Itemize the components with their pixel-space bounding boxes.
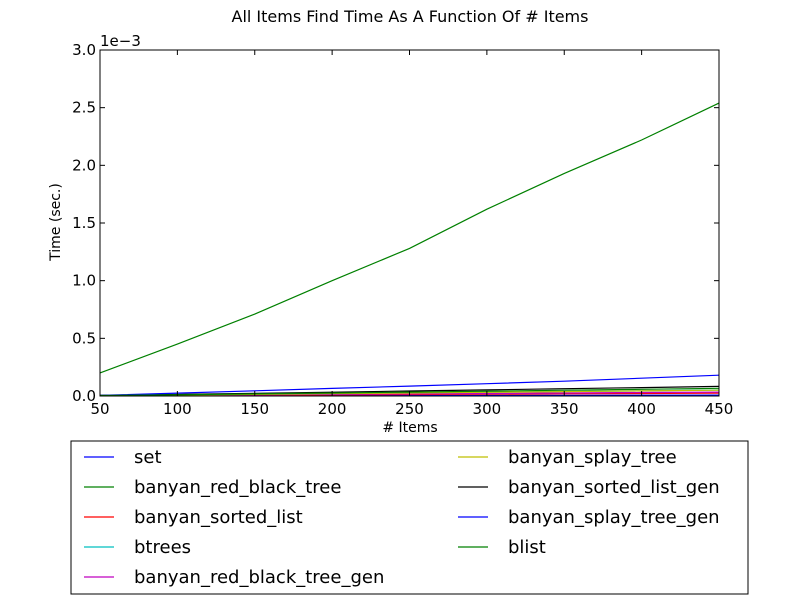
legend-frame bbox=[70, 440, 749, 595]
legend: set banyan_red_black_tree banyan_sorted_li… bbox=[70, 440, 749, 595]
x-tick-label: 150 bbox=[240, 400, 269, 418]
x-tick-label: 300 bbox=[473, 400, 502, 418]
x-tick-label: 400 bbox=[627, 400, 656, 418]
y-tick-label: 2.0 bbox=[72, 156, 96, 174]
x-axis-label: # Items bbox=[382, 420, 437, 436]
y-tick-label: 1.5 bbox=[72, 214, 96, 232]
legend-label: banyan_sorted_list bbox=[134, 507, 303, 528]
x-tick-label: 250 bbox=[395, 400, 424, 418]
legend-label: banyan_splay_tree_gen bbox=[508, 507, 720, 528]
legend-label: blist bbox=[508, 537, 546, 558]
y-tick-label: 2.5 bbox=[72, 99, 96, 117]
legend-label: banyan_splay_tree bbox=[508, 447, 677, 468]
x-tick-label: 200 bbox=[318, 400, 347, 418]
legend-label: banyan_red_black_tree_gen bbox=[134, 567, 384, 588]
legend-label: banyan_sorted_list_gen bbox=[508, 477, 720, 498]
plot-area: 50 100 150 200 250 300 350 400 450 0.0 0.5 1.0 1.5 2.… bbox=[72, 41, 733, 418]
y-tick-label: 0.0 bbox=[72, 387, 96, 405]
x-tick-label: 350 bbox=[550, 400, 579, 418]
series-line-banyan-red-black-tree bbox=[99, 102, 720, 374]
x-tick-label: 50 bbox=[90, 400, 109, 418]
legend-label: btrees bbox=[134, 537, 191, 558]
chart-title: All Items Find Time As A Function Of # I… bbox=[232, 7, 589, 26]
y-tick-label: 0.5 bbox=[72, 329, 96, 347]
legend-label: banyan_red_black_tree bbox=[134, 477, 341, 498]
y-tick-label: 1.0 bbox=[72, 272, 96, 290]
plot-frame bbox=[99, 49, 720, 397]
legend-label: set bbox=[134, 447, 162, 468]
y-offset-label: 1e−3 bbox=[100, 32, 141, 50]
y-tick-label: 3.0 bbox=[72, 41, 96, 59]
x-tick-label: 450 bbox=[705, 400, 734, 418]
x-tick-label: 100 bbox=[163, 400, 192, 418]
y-axis-label: Time (sec.) bbox=[48, 183, 64, 262]
series-line-banyan-splay-tree-gen bbox=[99, 374, 720, 396]
